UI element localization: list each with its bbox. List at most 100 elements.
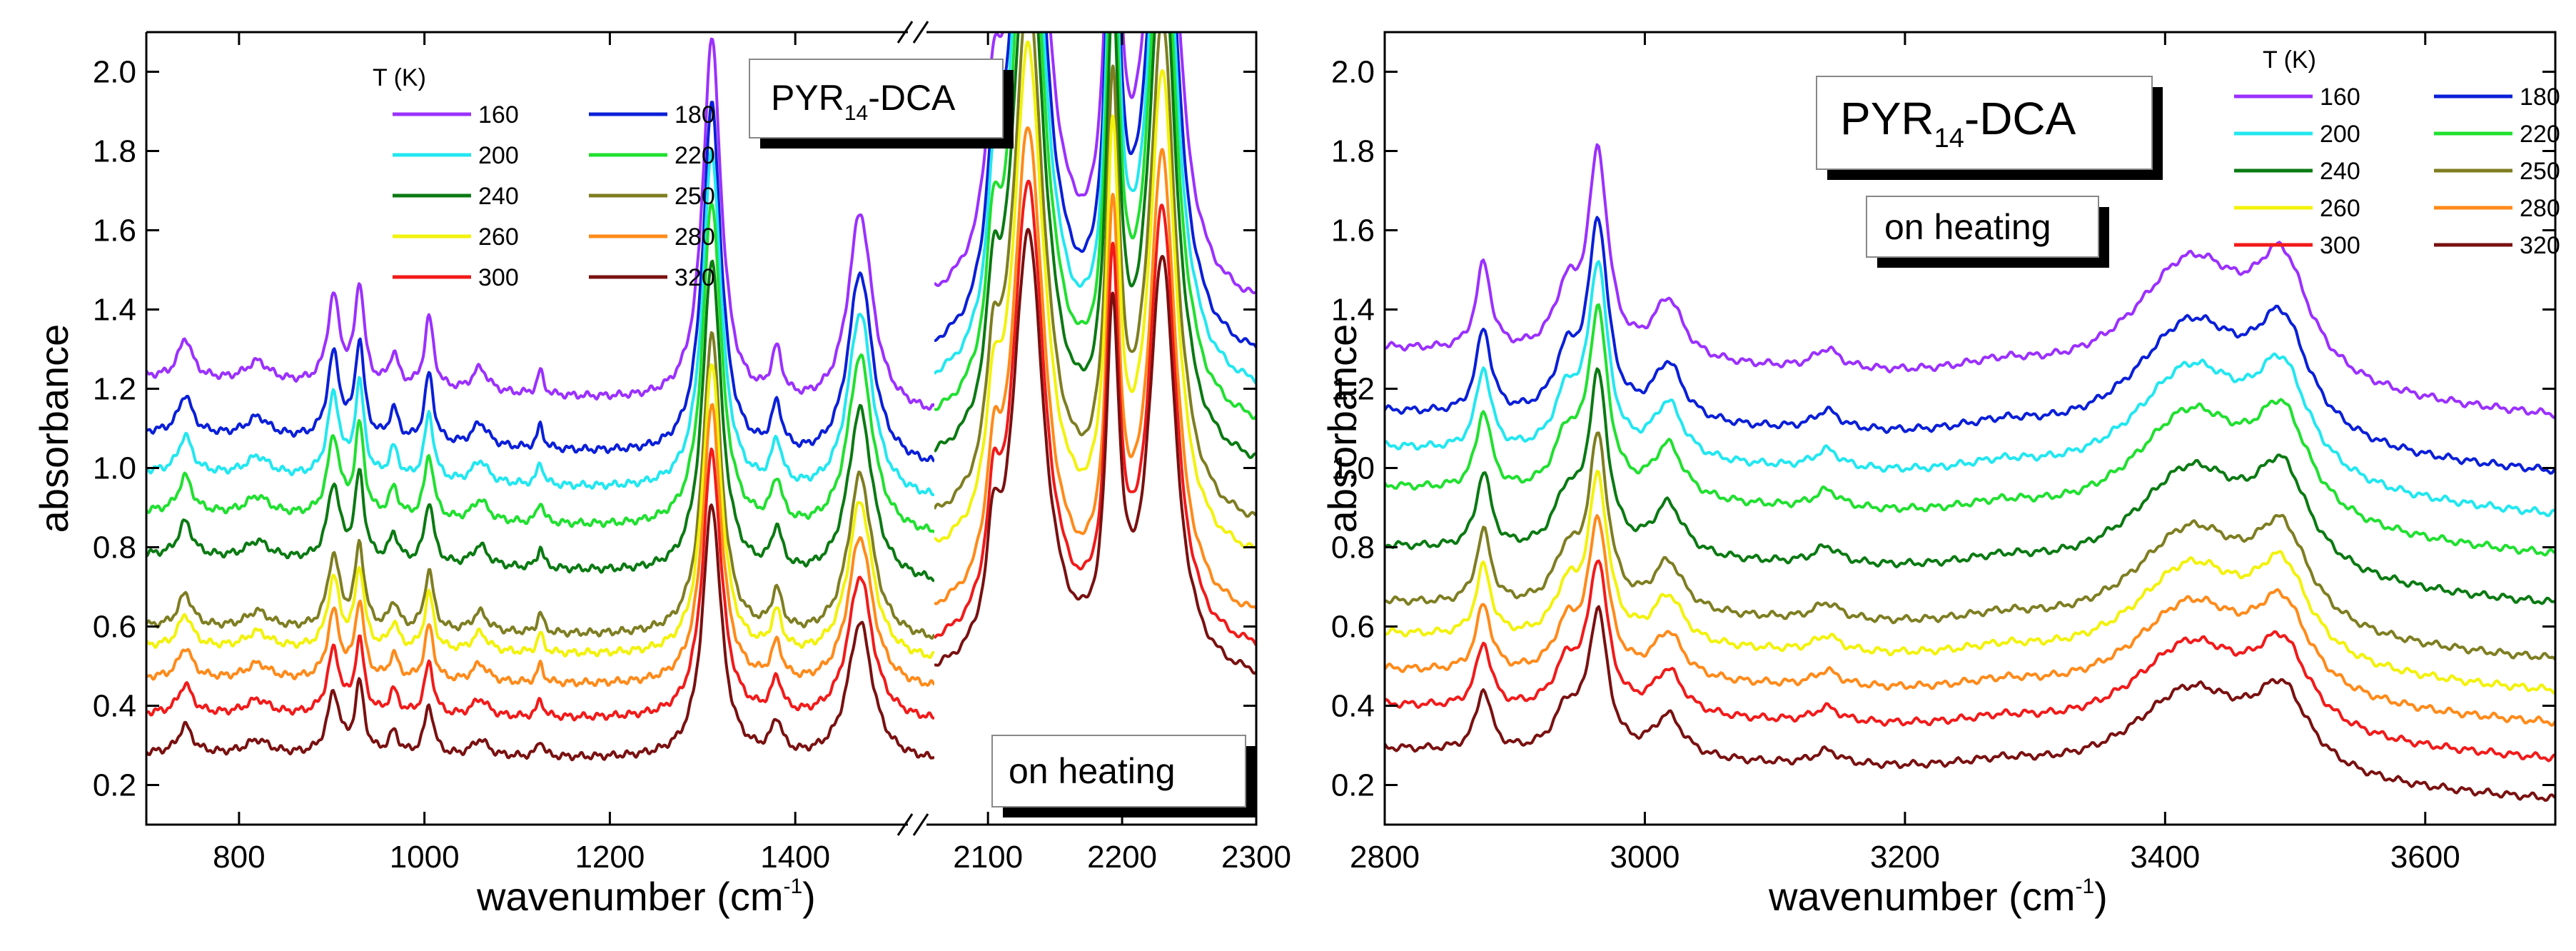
- y-tick-label-right-1.4: 1.4: [1331, 293, 1375, 328]
- series-line-left-high-240: [934, 32, 1256, 459]
- curves-right: [1385, 143, 2555, 802]
- series-line-left-high-280: [934, 126, 1256, 610]
- series-line-left-low-280: [146, 403, 934, 688]
- on-heating-label-right: on heating: [1866, 196, 2109, 268]
- series-line-left-low-200: [146, 147, 934, 496]
- series-line-left-low-300: [146, 447, 934, 722]
- legend-label-legend-right-260: 260: [2320, 195, 2360, 222]
- legend-label-legend-right-320: 320: [2520, 232, 2560, 259]
- y-tick-label-left-low-0.2: 0.2: [93, 768, 136, 803]
- series-line-left-high-300: [934, 179, 1256, 646]
- x-tick-label-left-high-2200: 2200: [1087, 840, 1157, 875]
- y-tick-label-left-low-1.8: 1.8: [93, 134, 136, 169]
- x-tick-label-left-low-1000: 1000: [390, 840, 460, 875]
- svg-text:PYR14-DCA: PYR14-DCA: [1840, 93, 2076, 154]
- y-tick-label-right-0.6: 0.6: [1331, 610, 1375, 645]
- compound-left-sub: 14: [844, 101, 868, 125]
- legend-label-legend-right-280: 280: [2520, 195, 2560, 222]
- legend-left: T (K) 160 180 200 220 240 250 260 280 300 320: [373, 64, 715, 291]
- series-line-left-high-180: [934, 32, 1256, 348]
- series-line-left-high-220: [934, 32, 1256, 421]
- y-tick-label-right-0.8: 0.8: [1331, 530, 1375, 565]
- legend-label-legend-left-180: 180: [675, 101, 715, 129]
- y-axis-title-left: absorbance: [31, 324, 76, 533]
- y-tick-label-left-low-1.2: 1.2: [93, 372, 136, 407]
- legend-label-legend-left-300: 300: [478, 264, 519, 291]
- x-axis-title-right-close: ): [2094, 874, 2108, 919]
- y-tick-label-right-1.0: 1.0: [1331, 451, 1375, 486]
- series-line-right-160: [1385, 143, 2555, 419]
- series-line-right-280: [1385, 514, 2555, 727]
- legend-label-legend-left-280: 280: [675, 223, 715, 251]
- series-line-right-200: [1385, 260, 2555, 518]
- series-line-left-high-320: [934, 228, 1256, 675]
- svg-text:PYR14-DCA: PYR14-DCA: [771, 78, 956, 125]
- series-line-left-low-320: [146, 503, 934, 762]
- y-tick-label-right-1.2: 1.2: [1331, 372, 1375, 407]
- series-line-right-250: [1385, 431, 2555, 661]
- y-tick-label-left-low-0.4: 0.4: [93, 689, 136, 724]
- series-line-right-220: [1385, 303, 2555, 557]
- x-axis-title-left-sup: -1: [783, 875, 802, 898]
- compound-left-rest: -DCA: [868, 78, 956, 118]
- axis-ticks: 800 1000 1200 1400 0.2 0.4 0.6 0.8 1.0 1.2 1.4 1.6 1…: [93, 32, 2555, 875]
- on-heating-label-left: on heating: [991, 735, 1256, 817]
- series-line-left-low-250: [146, 331, 934, 640]
- series-line-left-low-180: [146, 101, 934, 463]
- series-line-left-high-260: [934, 40, 1256, 549]
- series-line-left-high-200: [934, 32, 1256, 385]
- legend-label-legend-left-160: 160: [478, 101, 519, 129]
- x-tick-label-right-3000: 3000: [1610, 840, 1680, 875]
- legend-label-legend-left-260: 260: [478, 223, 519, 251]
- legend-left-title: T (K): [373, 64, 426, 91]
- legend-label-legend-right-180: 180: [2520, 84, 2560, 111]
- legend-label-legend-right-200: 200: [2320, 121, 2360, 148]
- legend-label-legend-left-240: 240: [478, 183, 519, 210]
- x-tick-label-left-low-1400: 1400: [760, 840, 830, 875]
- x-tick-label-right-3200: 3200: [1870, 840, 1940, 875]
- legend-right-title: T (K): [2263, 46, 2316, 74]
- y-tick-label-left-low-0.6: 0.6: [93, 610, 136, 645]
- y-tick-label-right-0.4: 0.4: [1331, 689, 1375, 724]
- y-tick-label-left-low-2.0: 2.0: [93, 55, 136, 90]
- x-tick-label-left-high-2300: 2300: [1221, 840, 1291, 875]
- legend-label-legend-right-300: 300: [2320, 232, 2360, 259]
- compound-right-rest: -DCA: [1964, 93, 2076, 144]
- on-heating-text-left: on heating: [1009, 751, 1176, 791]
- x-tick-label-right-3600: 3600: [2390, 840, 2460, 875]
- x-tick-label-right-2800: 2800: [1350, 840, 1420, 875]
- y-tick-label-left-low-1.4: 1.4: [93, 293, 136, 328]
- legend-right: T (K) 160 180 200 220 240 250 260 280 300 320: [2234, 46, 2560, 259]
- right-panel-frame: [1383, 31, 2557, 826]
- compound-right-sub: 14: [1934, 124, 1964, 154]
- compound-right-main: PYR: [1840, 93, 1934, 144]
- legend-label-legend-right-160: 160: [2320, 84, 2360, 111]
- y-tick-label-left-low-1.6: 1.6: [93, 213, 136, 248]
- x-axis-title-right: wavenumber (cm-1): [1768, 874, 2108, 919]
- series-line-right-180: [1385, 216, 2555, 475]
- curves-left-low: [146, 37, 934, 762]
- series-line-right-260: [1385, 470, 2555, 695]
- compound-label-right: PYR14-DCA: [1816, 76, 2163, 180]
- x-axis-title-right-sup: -1: [2075, 875, 2094, 898]
- legend-label-legend-right-220: 220: [2520, 121, 2560, 148]
- series-line-left-low-260: [146, 363, 934, 660]
- legend-label-legend-left-250: 250: [675, 183, 715, 210]
- y-tick-label-right-1.6: 1.6: [1331, 213, 1375, 248]
- legend-label-legend-left-220: 220: [675, 142, 715, 169]
- y-tick-label-right-0.2: 0.2: [1331, 768, 1375, 803]
- legend-label-legend-left-200: 200: [478, 142, 519, 169]
- x-axis-title-left-close: ): [802, 874, 816, 919]
- series-line-left-low-240: [146, 259, 934, 583]
- on-heating-text-right: on heating: [1884, 207, 2051, 247]
- series-line-right-300: [1385, 559, 2555, 763]
- x-tick-label-left-low-1200: 1200: [575, 840, 645, 875]
- y-tick-label-left-low-0.8: 0.8: [93, 530, 136, 565]
- x-tick-label-left-low-800: 800: [213, 840, 265, 875]
- x-axis-title-left: wavenumber (cm-1): [476, 874, 816, 919]
- y-tick-label-right-2.0: 2.0: [1331, 55, 1375, 90]
- legend-label-legend-right-240: 240: [2320, 158, 2360, 185]
- y-tick-label-right-1.8: 1.8: [1331, 134, 1375, 169]
- compound-left-main: PYR: [771, 78, 844, 118]
